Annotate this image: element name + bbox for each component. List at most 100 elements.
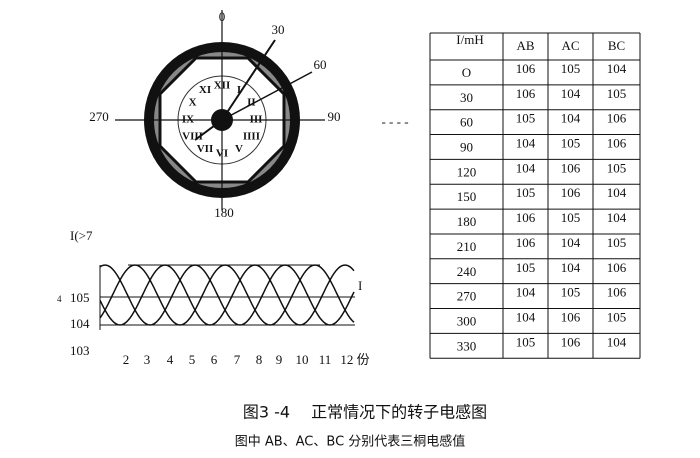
numeral: XII (214, 80, 231, 92)
numeral: V (235, 143, 243, 155)
table-cell: 104 (516, 309, 536, 324)
table-cell: 105 (516, 185, 536, 200)
table-cell: 106 (607, 136, 627, 151)
numeral: X (189, 97, 197, 109)
table-cell: 104 (607, 334, 627, 349)
numeral: I (237, 84, 241, 96)
caption-title: 图3 -4 正常情况下的转子电感图 (243, 403, 487, 422)
table-cell: 104 (561, 111, 581, 126)
table-cell: 106 (516, 86, 536, 101)
angle-label: 60 (314, 57, 327, 72)
numeral: II (247, 97, 256, 109)
x-label: 5 (189, 352, 196, 367)
table-cell: 106 (561, 185, 581, 200)
table-cell: 105 (607, 309, 627, 324)
table-cell: 106 (561, 334, 581, 349)
table-cell: 106 (516, 61, 536, 76)
side-mark: 4 (57, 294, 62, 304)
x-label: 3 (144, 352, 151, 367)
table-cell: 105 (607, 86, 627, 101)
table-cell: 104 (561, 235, 581, 250)
table-cell: 105 (607, 160, 627, 175)
row-label: 30 (460, 90, 473, 105)
wave-ylabel: I(>7 (70, 228, 93, 243)
table-header: I/mH (456, 32, 483, 47)
table-cell: 105 (516, 334, 536, 349)
row-label: 60 (460, 115, 473, 130)
angle-label: 30 (272, 22, 285, 37)
table-cell: 105 (516, 260, 536, 275)
table-cell: 105 (561, 136, 581, 151)
row-label: 90 (460, 140, 473, 155)
table-cell: 104 (516, 285, 536, 300)
table-cell: 106 (516, 235, 536, 250)
numeral: VI (216, 148, 228, 160)
dial: 0 30 60 90 180 270 XII IIIIIIIIIIVVIVIIVI… (89, 9, 340, 220)
row-label: 210 (457, 239, 477, 254)
row-label: 180 (457, 214, 477, 229)
numeral: VII (197, 143, 214, 155)
numeral: IIII (243, 131, 260, 143)
hand-30 (221, 39, 276, 121)
row-label: 330 (457, 338, 477, 353)
table-cell: 104 (607, 61, 627, 76)
angle-label: 0 (219, 9, 226, 24)
wave-curve (99, 264, 355, 326)
angle-label: 90 (328, 109, 341, 124)
x-label: 6 (211, 352, 218, 367)
table-header: BC (608, 38, 625, 53)
table-cell: 104 (561, 86, 581, 101)
dial-hub (211, 109, 233, 131)
wave-marker: I (358, 278, 362, 293)
table-cell: 104 (516, 136, 536, 151)
row-label: 300 (457, 313, 477, 328)
level-label: 105 (70, 290, 90, 305)
level-label: 103 (70, 343, 90, 358)
table-cell: 105 (561, 285, 581, 300)
angle-label: 180 (214, 205, 234, 220)
x-label: 12 份 (340, 352, 369, 367)
row-label: 270 (457, 289, 477, 304)
row-label: 240 (457, 264, 477, 279)
table-header: AC (561, 38, 579, 53)
caption-note: 图中 AB、AC、BC 分别代表三桐电感值 (235, 434, 466, 450)
wave-curve (99, 264, 355, 326)
x-label: 7 (234, 352, 241, 367)
x-label: 2 (123, 352, 130, 367)
table-cell: 105 (561, 61, 581, 76)
table-cell: 106 (607, 285, 627, 300)
numeral: VIII (182, 131, 203, 143)
table-header: AB (516, 38, 534, 53)
table-cell: 106 (516, 210, 536, 225)
x-label: 10 (296, 352, 309, 367)
table-cell: 106 (607, 111, 627, 126)
x-label: 4 (167, 352, 174, 367)
wave-curve (99, 264, 355, 326)
hand-60 (221, 71, 313, 121)
table-cell: 104 (607, 185, 627, 200)
waveform: I(>7 4 105 104 103 I 2 3 4 5 6 7 8 9 10 11 12 份 (57, 228, 370, 367)
x-label: 8 (256, 352, 263, 367)
row-label: 120 (457, 164, 477, 179)
table-cell: 105 (561, 210, 581, 225)
numeral: IX (182, 114, 194, 126)
row-label: O (462, 65, 471, 80)
level-label: 104 (70, 316, 90, 331)
numeral: XI (199, 84, 211, 96)
table-cell: 104 (516, 160, 536, 175)
x-label: 9 (276, 352, 283, 367)
connector: - - - - (381, 114, 408, 129)
row-label: 150 (457, 189, 477, 204)
table-cell: 106 (607, 260, 627, 275)
numeral: III (250, 114, 263, 126)
table-cell: 106 (561, 160, 581, 175)
table-cell: 105 (607, 235, 627, 250)
table: I/mH AB AC BC O 106 105 104 30 106 104 105 60 105 104 1… (429, 32, 641, 359)
table-cell: 104 (561, 260, 581, 275)
table-cell: 105 (516, 111, 536, 126)
table-cell: 106 (561, 309, 581, 324)
table-cell: 104 (607, 210, 627, 225)
x-label: 11 (319, 352, 332, 367)
angle-label: 270 (89, 109, 109, 124)
